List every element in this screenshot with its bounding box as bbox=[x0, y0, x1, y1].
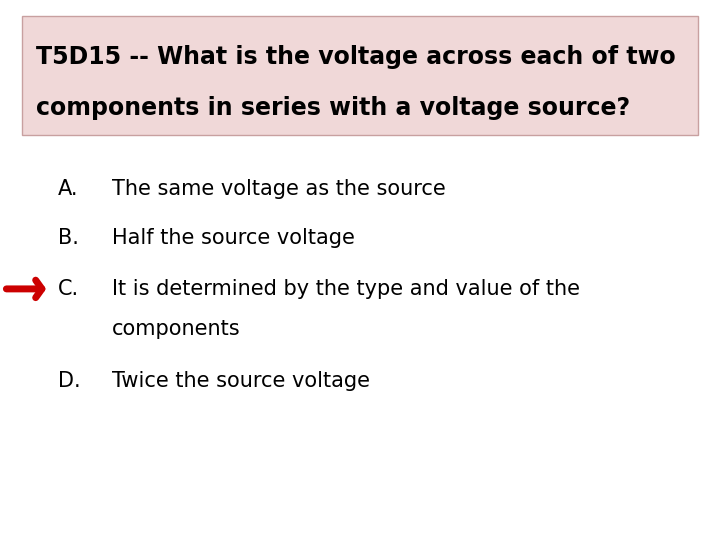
FancyBboxPatch shape bbox=[22, 16, 698, 135]
Text: D.: D. bbox=[58, 370, 80, 391]
Text: Twice the source voltage: Twice the source voltage bbox=[112, 370, 369, 391]
Text: components: components bbox=[112, 319, 240, 340]
Text: components in series with a voltage source?: components in series with a voltage sour… bbox=[36, 96, 630, 120]
Text: C.: C. bbox=[58, 279, 78, 299]
Text: Half the source voltage: Half the source voltage bbox=[112, 227, 354, 248]
Text: The same voltage as the source: The same voltage as the source bbox=[112, 179, 446, 199]
Text: It is determined by the type and value of the: It is determined by the type and value o… bbox=[112, 279, 580, 299]
Text: A.: A. bbox=[58, 179, 78, 199]
Text: B.: B. bbox=[58, 227, 78, 248]
Text: T5D15 -- What is the voltage across each of two: T5D15 -- What is the voltage across each… bbox=[36, 45, 676, 69]
